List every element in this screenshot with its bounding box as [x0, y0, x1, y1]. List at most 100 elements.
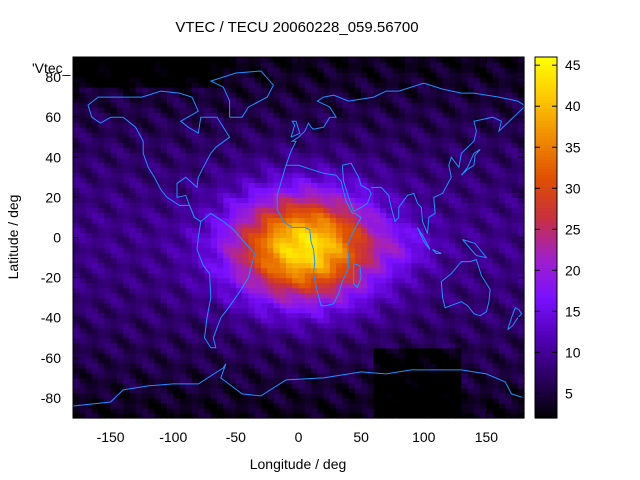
heatmap-cell: [467, 107, 475, 113]
heatmap-cell: [154, 182, 162, 188]
heatmap-cell: [285, 297, 293, 304]
heatmap-cell: [285, 177, 293, 183]
heatmap-cell: [204, 222, 212, 229]
heatmap-cell: [311, 117, 318, 123]
heatmap-cell: [417, 272, 425, 279]
heatmap-cell: [192, 342, 199, 349]
heatmap-cell: [154, 72, 162, 78]
heatmap-cell: [79, 407, 87, 414]
heatmap-cell: [398, 242, 406, 249]
heatmap-cell: [260, 177, 268, 183]
heatmap-cell: [411, 327, 419, 334]
heatmap-cell: [317, 237, 325, 244]
heatmap-cell: [185, 362, 193, 369]
heatmap-cell: [273, 147, 281, 153]
heatmap-cell: [135, 397, 143, 404]
heatmap-cell: [148, 407, 156, 414]
heatmap-cell: [354, 162, 362, 168]
heatmap-cell: [198, 82, 206, 88]
heatmap-cell: [166, 392, 174, 399]
heatmap-cell: [498, 387, 506, 394]
heatmap-cell: [367, 222, 375, 229]
heatmap-cell: [373, 282, 381, 289]
heatmap-cell: [392, 407, 400, 414]
heatmap-cell: [292, 147, 300, 153]
heatmap-cell: [304, 382, 312, 389]
heatmap-cell: [192, 402, 199, 409]
heatmap-cell: [154, 202, 162, 209]
heatmap-cell: [498, 117, 506, 123]
heatmap-cell: [154, 62, 162, 68]
heatmap-cell: [91, 112, 99, 118]
heatmap-cell: [73, 177, 80, 183]
heatmap-cell: [498, 107, 506, 113]
heatmap-cell: [91, 407, 99, 414]
heatmap-cell: [292, 167, 300, 173]
heatmap-cell: [91, 72, 99, 78]
heatmap-cell: [404, 267, 412, 274]
heatmap-cell: [480, 402, 488, 409]
heatmap-cell: [235, 102, 243, 108]
heatmap-cell: [329, 307, 337, 314]
heatmap-cell: [204, 132, 212, 138]
heatmap-cell: [210, 162, 218, 168]
heatmap-cell: [367, 307, 375, 314]
heatmap-cell: [373, 72, 381, 78]
heatmap-cell: [229, 307, 237, 314]
heatmap-cell: [116, 197, 124, 203]
heatmap-cell: [217, 347, 224, 354]
heatmap-cell: [417, 382, 425, 389]
heatmap-cell: [473, 127, 481, 133]
heatmap-cell: [373, 262, 381, 269]
heatmap-cell: [430, 62, 437, 68]
heatmap-cell: [204, 162, 212, 168]
heatmap-cell: [98, 397, 105, 404]
heatmap-cell: [160, 192, 168, 198]
heatmap-cell: [235, 107, 243, 113]
heatmap-cell: [411, 207, 419, 214]
heatmap-cell: [98, 362, 105, 369]
heatmap-cell: [442, 377, 450, 384]
heatmap-cell: [448, 157, 456, 163]
heatmap-cell: [473, 167, 481, 173]
heatmap-cell: [336, 252, 343, 259]
heatmap-cell: [392, 87, 400, 93]
heatmap-cell: [448, 192, 456, 198]
heatmap-cell: [417, 342, 425, 349]
heatmap-cell: [104, 232, 112, 239]
heatmap-cell: [148, 142, 156, 148]
heatmap-cell: [98, 117, 105, 123]
heatmap-cell: [73, 337, 80, 344]
heatmap-cell: [480, 177, 488, 183]
heatmap-cell: [129, 262, 137, 269]
heatmap-cell: [116, 297, 124, 304]
heatmap-cell: [404, 127, 412, 133]
heatmap-cell: [492, 392, 500, 399]
heatmap-cell: [192, 232, 199, 239]
heatmap-cell: [461, 212, 469, 219]
heatmap-cell: [461, 397, 469, 404]
heatmap-cell: [461, 292, 469, 299]
heatmap-cell: [154, 92, 162, 98]
heatmap-cell: [467, 97, 475, 103]
heatmap-cell: [486, 362, 494, 369]
heatmap-cell: [455, 192, 462, 198]
heatmap-cell: [361, 197, 368, 203]
heatmap-cell: [348, 182, 356, 188]
heatmap-cell: [436, 382, 444, 389]
heatmap-cell: [423, 387, 431, 394]
heatmap-cell: [317, 227, 325, 234]
heatmap-cell: [285, 87, 293, 93]
heatmap-cell: [430, 372, 437, 379]
heatmap-cell: [461, 307, 469, 314]
heatmap-cell: [254, 302, 262, 309]
heatmap-cell: [285, 292, 293, 299]
heatmap-cell: [329, 257, 337, 264]
heatmap-cell: [148, 402, 156, 409]
heatmap-cell: [455, 317, 462, 324]
heatmap-cell: [154, 77, 162, 83]
heatmap-cell: [279, 202, 287, 209]
heatmap-cell: [154, 267, 162, 274]
heatmap-cell: [342, 392, 350, 399]
heatmap-cell: [461, 337, 469, 344]
